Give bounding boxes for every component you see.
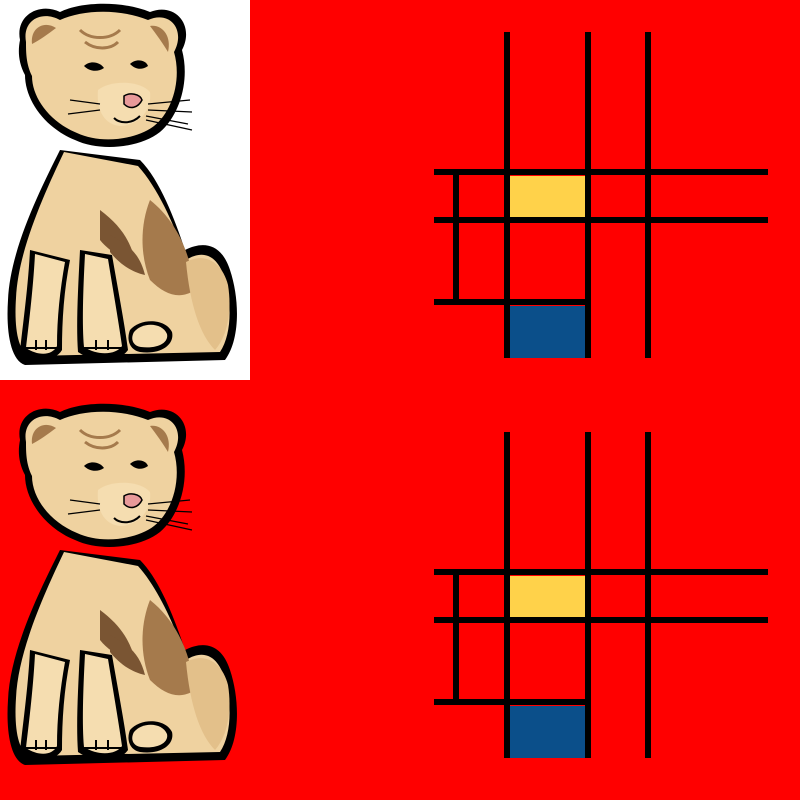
lion-cub-on-white — [0, 0, 250, 380]
